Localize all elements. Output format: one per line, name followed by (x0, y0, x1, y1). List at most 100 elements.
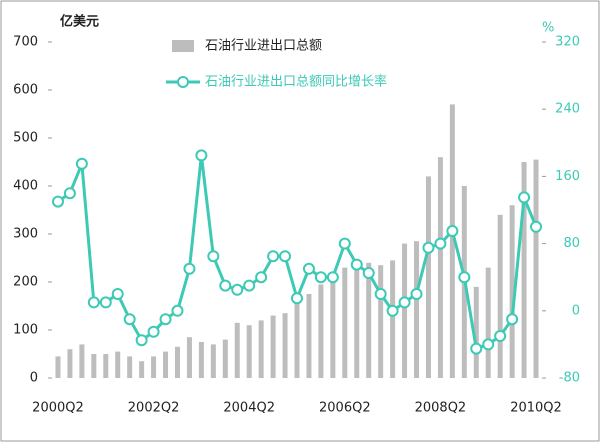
bar (449, 104, 455, 379)
bar (473, 286, 479, 378)
y-tick-label: 500 (13, 131, 38, 146)
line-marker (470, 342, 483, 355)
line-marker (291, 292, 303, 305)
bar (186, 337, 192, 378)
line-marker (195, 149, 208, 162)
line-marker (494, 330, 507, 342)
bar (234, 322, 240, 378)
line-marker (506, 313, 519, 326)
line-marker (159, 313, 172, 326)
line-marker (255, 271, 268, 284)
line-marker (530, 220, 543, 233)
bar (115, 351, 121, 378)
bar (79, 344, 85, 378)
bar (485, 267, 491, 378)
bar (127, 356, 133, 378)
y-tick-label: 0 (30, 371, 38, 386)
line-marker (279, 250, 292, 263)
bar (103, 354, 109, 378)
y-tick-label: 200 (13, 275, 38, 290)
bar (318, 284, 324, 378)
x-tick-label: 2010Q2 (510, 401, 562, 416)
bar (533, 159, 539, 378)
y2-tick-label: 80 (563, 236, 580, 251)
bar (521, 162, 527, 378)
x-tick-label: 2002Q2 (128, 401, 180, 416)
line-marker (267, 250, 280, 263)
x-tick-label: 2000Q2 (32, 401, 84, 416)
bar (210, 344, 216, 378)
y-tick-label: 100 (13, 323, 38, 338)
line-marker (482, 338, 495, 351)
bar (497, 214, 503, 378)
y2-tick-label: -80 (559, 371, 580, 386)
bar (402, 243, 408, 378)
line-marker (87, 296, 100, 309)
bar (509, 205, 515, 378)
bar (151, 356, 157, 378)
line-marker (350, 258, 363, 271)
line-marker (398, 296, 411, 309)
bar (294, 298, 300, 378)
bar (425, 176, 431, 378)
line-marker (446, 225, 459, 237)
bar (282, 313, 288, 378)
line-marker (362, 267, 375, 279)
line-marker (518, 191, 531, 204)
legend-label: 石油行业进出口总额 (205, 39, 322, 54)
bar (55, 356, 61, 378)
bar (198, 342, 204, 378)
line-marker (147, 325, 160, 338)
bar (222, 339, 228, 378)
bar (342, 267, 348, 378)
line-marker (243, 279, 256, 292)
line-marker (458, 271, 471, 284)
line-marker (314, 271, 327, 284)
bar (163, 351, 169, 378)
bar (390, 260, 396, 378)
line-marker (338, 237, 351, 250)
y-tick-label: 700 (13, 35, 38, 50)
x-tick-label: 2006Q2 (319, 401, 371, 416)
line-marker (123, 313, 136, 326)
line-marker (99, 296, 112, 309)
line-marker (183, 262, 196, 275)
legend-key (177, 76, 189, 88)
bar (414, 241, 420, 378)
bar (437, 157, 443, 378)
bar (91, 354, 97, 378)
bar (139, 361, 145, 378)
y-tick-label: 400 (13, 179, 38, 194)
y2-tick-label: 160 (555, 169, 580, 184)
x-tick-label: 2008Q2 (415, 401, 467, 416)
legend-key (172, 40, 194, 52)
y2-tick-label: 0 (572, 303, 580, 318)
line-marker (434, 237, 447, 250)
bar (258, 320, 264, 378)
x-tick-label: 2004Q2 (223, 401, 275, 416)
y-unit: 亿美元 (60, 14, 99, 30)
bar (174, 346, 180, 378)
line-marker (410, 288, 423, 300)
line-marker (207, 250, 220, 263)
legend-label: 石油行业进出口总额同比增长率 (205, 74, 387, 90)
line-marker (171, 304, 184, 317)
y2-unit: % (542, 21, 554, 36)
line-marker (231, 283, 244, 296)
bar (67, 349, 73, 378)
line-marker (326, 271, 339, 284)
y2-tick-label: 240 (555, 102, 580, 117)
bar (378, 265, 384, 378)
y-tick-label: 300 (13, 227, 38, 242)
bar (330, 274, 336, 378)
line-marker (135, 334, 148, 347)
line-marker (302, 262, 315, 275)
line-marker (51, 195, 64, 208)
line-marker (374, 288, 387, 300)
line-marker (111, 288, 124, 300)
line-marker (386, 304, 399, 317)
y-tick-label: 600 (13, 83, 38, 98)
line-marker (422, 241, 435, 254)
